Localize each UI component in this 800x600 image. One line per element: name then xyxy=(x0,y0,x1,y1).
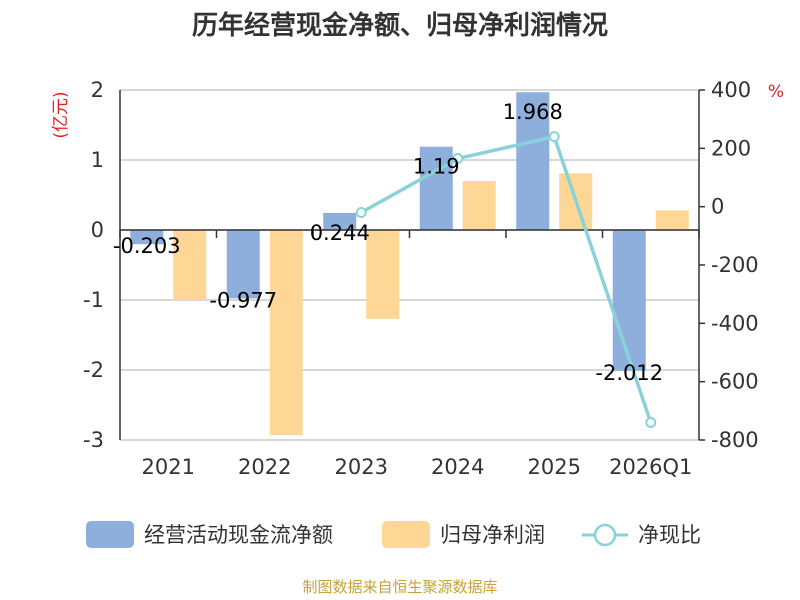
category-label: 2025 xyxy=(528,455,581,479)
axes: 2 1 0 -1 -2 -3 400 200 0 -200 -400 -600 -800 2021 2022… xyxy=(83,78,759,479)
cashflow-data-label: 0.244 xyxy=(310,221,370,245)
ratio-line xyxy=(360,134,653,424)
ratio-point xyxy=(645,417,657,428)
category-label: 2021 xyxy=(142,455,195,479)
chart-title: 历年经营现金净额、归母净利润情况 xyxy=(192,10,608,41)
cashflow-data-label: 1.968 xyxy=(503,100,563,124)
left-tick-label: 0 xyxy=(91,218,104,242)
cashflow-data-label: -0.203 xyxy=(113,234,181,258)
right-tick-label: -400 xyxy=(711,311,759,335)
legend-label[interactable]: 归母净利润 xyxy=(440,523,545,547)
profit-bar-2022 xyxy=(269,230,303,436)
right-tick-label: 200 xyxy=(711,136,751,160)
right-axis-unit: % xyxy=(768,82,784,102)
cashflow-bar-2021 xyxy=(130,230,164,245)
right-tick-label: -600 xyxy=(711,370,759,394)
profit-bar-2026Q1 xyxy=(655,210,689,230)
left-tick-label: -3 xyxy=(83,428,104,452)
ratio-point xyxy=(355,207,367,218)
profit-bar-2024 xyxy=(462,181,496,230)
right-tick-label: -200 xyxy=(711,253,759,277)
right-tick-label: -800 xyxy=(711,428,759,452)
legend-swatch[interactable] xyxy=(382,521,430,548)
ratio-point xyxy=(548,131,560,143)
profit-bar-2021 xyxy=(173,230,207,300)
cashflow-bar-2022 xyxy=(226,230,260,299)
left-axis-unit: (亿元) xyxy=(51,91,71,138)
category-label: 2026Q1 xyxy=(609,455,692,479)
cashflow-data-label: -2.012 xyxy=(595,361,663,385)
legend-swatch[interactable] xyxy=(86,521,134,548)
category-label: 2024 xyxy=(431,455,484,479)
legend-label[interactable]: 经营活动现金流净额 xyxy=(144,523,333,547)
legend-marker[interactable] xyxy=(593,523,617,547)
left-tick-label: 1 xyxy=(91,148,104,172)
legend[interactable]: 经营活动现金流净额 归母净利润 净现比 xyxy=(86,521,701,548)
bar-series xyxy=(130,92,689,436)
ratio-point xyxy=(452,153,464,165)
data-labels: -0.203 -0.977 0.244 1.19 1.968 -2.012 xyxy=(113,100,663,385)
grid-lines xyxy=(120,89,699,441)
category-label: 2023 xyxy=(335,455,388,479)
category-label: 2022 xyxy=(238,455,291,479)
cashflow-bar-2023 xyxy=(323,212,357,230)
right-tick-label: 400 xyxy=(711,78,751,102)
cashflow-bar-2026Q1 xyxy=(612,230,646,371)
left-tick-label: 2 xyxy=(91,78,104,102)
cashflow-bar-2025 xyxy=(516,92,550,231)
ratio-line-series xyxy=(355,131,657,428)
profit-bar-2023 xyxy=(366,230,400,319)
legend-label[interactable]: 净现比 xyxy=(638,523,701,547)
cashflow-bar-2024 xyxy=(419,146,453,230)
right-tick-label: 0 xyxy=(711,195,724,219)
left-tick-label: -2 xyxy=(83,358,104,382)
cashflow-data-label: 1.19 xyxy=(413,155,460,179)
cashflow-data-label: -0.977 xyxy=(209,288,277,312)
source-note: 制图数据来自恒生聚源数据库 xyxy=(302,578,497,596)
left-tick-label: -1 xyxy=(83,288,104,312)
